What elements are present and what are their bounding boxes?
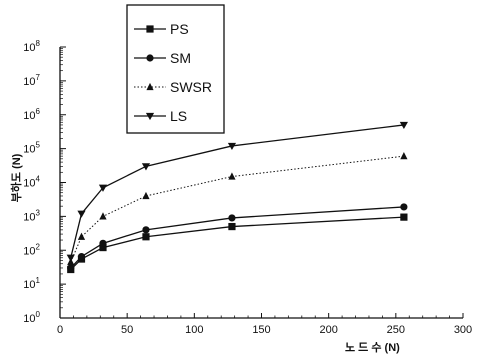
marker-circle	[67, 264, 75, 272]
marker-triangle-down	[145, 112, 155, 121]
y-axis-title: 부하도 (N)	[9, 153, 23, 202]
marker-circle	[77, 252, 86, 261]
series-ls	[66, 121, 408, 262]
marker-square	[228, 222, 236, 231]
y-tick-label: 103	[23, 208, 40, 223]
marker-triangle-up	[400, 152, 408, 160]
x-tick-label: 150	[252, 324, 270, 336]
marker-square	[99, 243, 107, 252]
marker-triangle-up	[142, 191, 150, 200]
x-tick-label: 50	[121, 324, 133, 336]
marker-square	[400, 213, 408, 221]
marker-square	[146, 25, 154, 33]
y-tick-label: 108	[23, 39, 40, 54]
y-tick-label: 100	[23, 310, 40, 325]
marker-circle	[99, 239, 107, 247]
marker-square	[142, 233, 150, 241]
legend-box	[126, 4, 225, 134]
marker-triangle-down	[77, 210, 86, 218]
y-tick-label: 105	[23, 141, 40, 156]
marker-triangle-up	[228, 172, 236, 180]
legend-entry-sm: SM	[134, 50, 191, 66]
series-ps	[67, 213, 408, 274]
legend-entry-swsr: SWSR	[134, 79, 212, 95]
ticks: 0 50 100 150 200 250 300 100 101 102 103 104 105 106 1…	[23, 39, 472, 336]
y-tick-label: 104	[23, 175, 40, 190]
legend-entry-ls: LS	[134, 108, 187, 124]
y-tick-label: 106	[23, 107, 40, 122]
marker-triangle-down	[141, 163, 151, 171]
marker-triangle-down	[66, 254, 75, 262]
series-line	[70, 124, 404, 258]
marker-circle	[228, 214, 236, 222]
x-tick-label: 100	[185, 324, 203, 336]
series-sm	[67, 203, 408, 272]
series-line	[70, 216, 404, 270]
x-tick-label: 300	[454, 324, 472, 336]
marker-circle	[142, 226, 150, 234]
axes	[59, 47, 463, 319]
series-swsr	[67, 152, 408, 266]
x-tick-label: 0	[57, 324, 63, 336]
marker-triangle-up	[146, 82, 154, 91]
y-tick-label: 101	[23, 276, 40, 291]
x-tick-label: 250	[387, 324, 405, 336]
marker-triangle-down	[399, 121, 408, 130]
y-tick-label: 107	[23, 73, 40, 88]
legend-entry-ps: PS	[134, 21, 189, 37]
marker-triangle-up	[99, 212, 107, 220]
y-tick-label: 102	[23, 242, 40, 257]
marker-triangle-up	[77, 232, 86, 240]
legend-label: SM	[170, 50, 191, 66]
marker-circle	[400, 203, 408, 211]
legend-label: LS	[170, 108, 187, 124]
legend-label: PS	[170, 21, 189, 37]
marker-circle	[146, 54, 154, 62]
marker-triangle-down	[227, 142, 237, 151]
x-tick-label: 200	[319, 324, 337, 336]
marker-triangle-down	[98, 184, 108, 192]
legend: PS SM SWSR LS	[126, 4, 225, 134]
x-axis-title: 노 드 수 (N)	[345, 341, 400, 354]
series-line	[70, 155, 404, 263]
legend-label: SWSR	[170, 79, 212, 95]
series-line	[70, 206, 404, 269]
data-series	[66, 121, 408, 274]
